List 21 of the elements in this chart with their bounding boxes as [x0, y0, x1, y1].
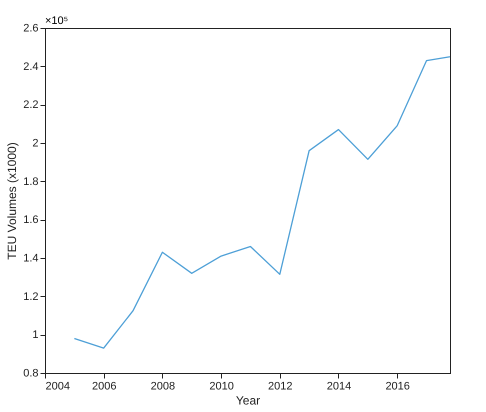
text: ×10⁵ — [45, 15, 68, 27]
y-tick-label: 1.6 — [23, 214, 38, 226]
y-tick-label: 2.2 — [23, 99, 38, 112]
line-series — [74, 56, 451, 349]
x-tick-label: 2004 — [46, 380, 70, 392]
y-tick-label: 1 — [32, 329, 38, 342]
y-tick-label: 2 — [32, 138, 38, 150]
x-axis-title: Year — [236, 394, 260, 408]
x-tick-label: 2006 — [92, 380, 116, 392]
x-tick-label: 2014 — [326, 380, 352, 392]
x-tick-label: 2012 — [268, 380, 293, 392]
y-tick-label: 1.4 — [23, 252, 38, 264]
x-tick-label: 2010 — [209, 380, 234, 392]
y-axis-title: TEU Volumes (x1000) — [5, 142, 20, 260]
x-tick-label: 2008 — [150, 380, 176, 392]
y-tick-label: 2.4 — [23, 60, 38, 73]
y-tick-label: 1.2 — [23, 290, 38, 303]
x-tick-label: 2016 — [385, 380, 410, 392]
y-tick-label: 2.6 — [23, 22, 38, 34]
y-tick-label: 1.8 — [23, 176, 38, 188]
y-tick-label: 0.8 — [23, 368, 38, 380]
